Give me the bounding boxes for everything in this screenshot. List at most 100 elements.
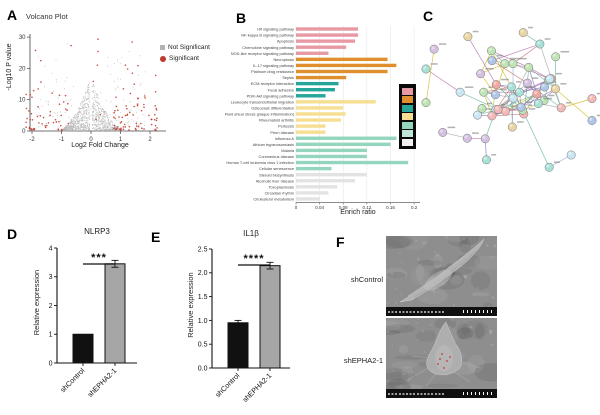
svg-text:0.0: 0.0 [198, 365, 208, 372]
svg-text:30: 30 [19, 35, 26, 41]
pathway-label: African trypanosomiasis [253, 142, 294, 147]
svg-text:0: 0 [49, 360, 53, 367]
network-node [524, 62, 534, 72]
pathway-label: Rheumatoid arthritis [259, 118, 294, 123]
sem-metadata-bar [386, 389, 497, 398]
ppi-network [421, 26, 600, 172]
legend-color-chip [402, 104, 413, 112]
sem-label-shepha2: shEPHA2-1 [343, 356, 383, 365]
legend-color-chip [402, 96, 413, 103]
bar-shControl [227, 322, 249, 369]
pathway-label: Pertussis [278, 124, 294, 129]
pathway-label: Cellular senescence [259, 166, 294, 171]
svg-text:2: 2 [148, 137, 152, 143]
network-node [508, 57, 527, 69]
legend-label: Significant [169, 55, 199, 62]
svg-text:2.5: 2.5 [198, 246, 208, 253]
sem-metadata-text [388, 310, 444, 313]
network-node [491, 78, 509, 90]
red-dot-icon [160, 55, 166, 62]
network-node [482, 154, 497, 165]
svg-text:0.2: 0.2 [411, 205, 418, 210]
network-node [477, 102, 493, 113]
pathway-label: ECM-receptor interaction [251, 81, 294, 86]
legend-color-chip [402, 121, 413, 129]
network-node [522, 77, 539, 88]
svg-text:1.0: 1.0 [198, 318, 208, 325]
red-mark-icon [441, 353, 443, 355]
legend-color-chip [402, 130, 413, 137]
pathway-label: Leukocyte transendothelial migration [231, 99, 294, 104]
svg-text:0: 0 [89, 137, 93, 143]
category-label: shControl [213, 371, 241, 399]
il1b-chart: 0.0 0.5 1.0 1.5 2.0 2.5 shControl shEPHA2-1 **** [198, 246, 290, 404]
gray-square-icon [160, 45, 165, 50]
pathway-label: Steroid biosynthesis [259, 172, 294, 177]
sem-image-shcontrol [386, 236, 497, 316]
panel-e-label: E [151, 229, 161, 245]
network-node [587, 114, 600, 125]
sem-cell-graphic [386, 318, 497, 394]
network-node [508, 93, 518, 103]
sem-scale-bar [463, 309, 493, 313]
network-node [516, 101, 533, 112]
sem-cell-graphic [386, 236, 497, 310]
svg-text:0.16: 0.16 [386, 205, 395, 210]
significance-stars: **** [243, 253, 264, 265]
pathway-label: Malaria [281, 148, 295, 153]
svg-text:0.08: 0.08 [339, 205, 348, 210]
bar-shControl [72, 333, 94, 364]
pathway-label: Focal adhesion [268, 87, 294, 92]
svg-text:20: 20 [19, 66, 26, 72]
network-node [490, 88, 507, 100]
svg-text:0.12: 0.12 [362, 205, 371, 210]
red-mark-icon [437, 363, 439, 365]
legend-item-significant: Significant [160, 55, 210, 62]
pathway-label: Influenza A [275, 136, 295, 141]
network-node [438, 126, 456, 137]
enrich-xlabel: Enrich ratio [340, 209, 376, 216]
svg-text:4: 4 [49, 245, 53, 252]
svg-text:10: 10 [19, 98, 26, 104]
pathway-label: Chemokine signaling pathway [242, 45, 294, 50]
bar-shEPHA2-1 [104, 263, 126, 364]
pathway-label: Human T-cell leukemia virus 1 infection [226, 160, 294, 165]
pathway-label: Apoptosis [277, 39, 294, 44]
pathway-label: Osteoclast differentiation [251, 106, 294, 111]
svg-text:1: 1 [119, 137, 123, 143]
network-node [556, 102, 572, 113]
legend-color-chip [402, 87, 413, 95]
network-node [487, 46, 496, 56]
network-node [500, 57, 518, 69]
il1b-ylabel: Relative expression [186, 272, 195, 338]
panel-f-label: F [336, 234, 345, 250]
category-label: shEPHA2-1 [85, 366, 118, 399]
red-mark-icon [439, 358, 441, 360]
pathway-label: Cholesterol metabolism [253, 197, 294, 202]
pathway-label: Necroptosis [273, 57, 294, 62]
pathway-label: IL-17 signaling pathway [253, 63, 294, 68]
red-mark-icon [446, 360, 448, 362]
pathway-label: Alcoholic liver disease [256, 178, 294, 183]
network-node [514, 86, 533, 97]
panel-a-label: A [7, 7, 18, 23]
red-mark-icon [443, 367, 445, 369]
bar-shEPHA2-1 [259, 265, 281, 369]
sem-label-shcontrol: shControl [350, 275, 383, 284]
network-node [487, 111, 497, 121]
svg-text:-2: -2 [29, 137, 35, 143]
il1b-title: IL1β [243, 229, 259, 238]
pathway-label: NOD-like receptor signaling pathway [231, 51, 294, 56]
svg-text:2: 2 [49, 303, 53, 310]
sem-metadata-bar [386, 307, 497, 316]
network-node [493, 104, 503, 114]
legend-color-chip [402, 138, 413, 146]
svg-text:1.5: 1.5 [198, 294, 208, 301]
red-mark-icon [449, 356, 451, 358]
svg-text:1: 1 [49, 332, 53, 339]
network-node [421, 63, 438, 74]
network-node [480, 134, 490, 144]
pathway-label: Circadian rhythm [265, 190, 294, 195]
legend-color-chip [402, 113, 413, 120]
volcano-xlabel: Log2 Fold Change [71, 142, 129, 149]
